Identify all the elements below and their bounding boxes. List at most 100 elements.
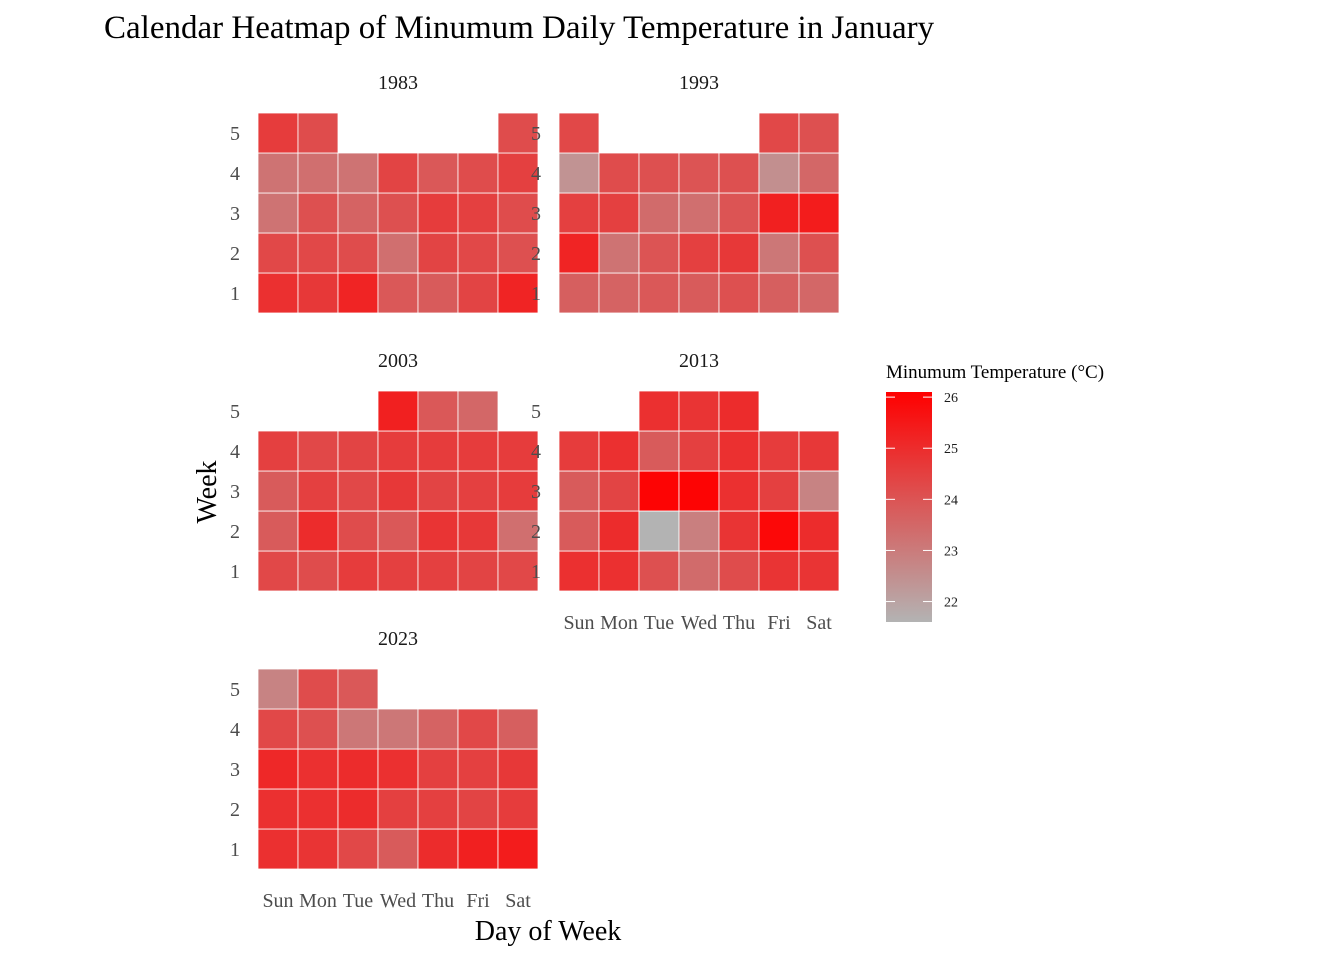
panel-label: 2003 [378,350,418,372]
heatmap-cell [457,828,499,870]
heatmap-cell [718,272,760,314]
heatmap-cell [377,788,419,830]
y-tick-label: 3 [230,203,240,225]
heatmap-cell [297,112,339,154]
heatmap-cell [417,550,459,592]
heatmap-cell [558,232,600,274]
heatmap-cell [457,390,499,432]
heatmap-cell [678,390,720,432]
heatmap-cell [297,828,339,870]
y-tick-label: 5 [230,679,240,701]
heatmap-cell [257,510,299,552]
heatmap-cell [638,430,680,472]
heatmap-cell [718,232,760,274]
heatmap-cell [718,550,760,592]
y-tick-label: 1 [230,839,240,861]
heatmap-cell [297,708,339,750]
heatmap-cell [457,748,499,790]
heatmap-cell [598,510,640,552]
heatmap-cell [257,668,299,710]
y-tick-label: 3 [230,759,240,781]
heatmap-cell [417,470,459,512]
heatmap-cell [457,272,499,314]
heatmap-cell [758,232,800,274]
heatmap-cell [638,152,680,194]
heatmap-cell [337,788,379,830]
heatmap-cell [417,788,459,830]
panel-2003: 2003 1 2 3 4 5 [230,350,539,592]
heatmap-cell [297,272,339,314]
heatmap-cell [297,192,339,234]
heatmap-cell [598,152,640,194]
heatmap-cell [598,470,640,512]
panel-label: 1993 [679,72,719,94]
heatmap-cell [337,550,379,592]
y-tick-label: 2 [230,521,240,543]
y-tick-label: 4 [531,163,541,185]
heatmap-cell [558,430,600,472]
heatmap-cell [497,788,539,830]
x-tick-label: Fri [767,612,791,634]
heatmap-cell [377,708,419,750]
heatmap-cell [297,668,339,710]
heatmap-cell [457,550,499,592]
heatmap-cell [638,272,680,314]
heatmap-cell [718,430,760,472]
heatmap-cell [718,470,760,512]
heatmap-cell [678,152,720,194]
heatmap-cell [257,708,299,750]
heatmap-cell [417,708,459,750]
x-tick-label: Tue [343,890,374,912]
y-tick-label: 2 [531,521,541,543]
heatmap-cell [758,272,800,314]
heatmap-cell [257,748,299,790]
x-tick-label: Sat [806,612,832,634]
y-tick-label: 2 [230,799,240,821]
heatmap-cell [678,272,720,314]
y-tick-label: 1 [531,283,541,305]
heatmap-cell [377,510,419,552]
y-tick-label: 3 [230,481,240,503]
heatmap-cell [758,112,800,154]
y-tick-label: 2 [531,243,541,265]
heatmap-cell [497,470,539,512]
heatmap-cell [497,748,539,790]
heatmap-cell [377,272,419,314]
heatmap-cell [497,550,539,592]
x-tick-label: Mon [600,612,638,634]
legend-colorbar [886,392,932,622]
heatmap-cell [417,232,459,274]
y-tick-label: 3 [531,481,541,503]
heatmap-cell [377,470,419,512]
heatmap-cell [678,510,720,552]
heatmap-cell [337,510,379,552]
heatmap-cell [337,470,379,512]
heatmap-cell [678,470,720,512]
x-axis-title: Day of Week [475,916,622,947]
heatmap-cell [337,152,379,194]
y-tick-label: 5 [230,123,240,145]
x-tick-label: Sat [505,890,531,912]
x-tick-label: Fri [466,890,490,912]
heatmap-cell [678,192,720,234]
heatmap-cell [417,430,459,472]
legend-tick-label: 22 [944,596,958,611]
heatmap-cell [798,152,840,194]
heatmap-cell [257,430,299,472]
heatmap-cell [297,748,339,790]
heatmap-cell [678,430,720,472]
heatmap-cell [297,152,339,194]
y-tick-label: 2 [230,243,240,265]
heatmap-cell [497,112,539,154]
heatmap-cell [758,510,800,552]
heatmap-cell [337,668,379,710]
legend-tick-label: 26 [944,391,958,406]
heatmap-cell [257,112,299,154]
panel-label: 2013 [679,350,719,372]
heatmap-cell [417,510,459,552]
heatmap-cell [598,430,640,472]
heatmap-cell [417,748,459,790]
heatmap-cell [798,192,840,234]
heatmap-cell [457,470,499,512]
heatmap-cell [678,232,720,274]
